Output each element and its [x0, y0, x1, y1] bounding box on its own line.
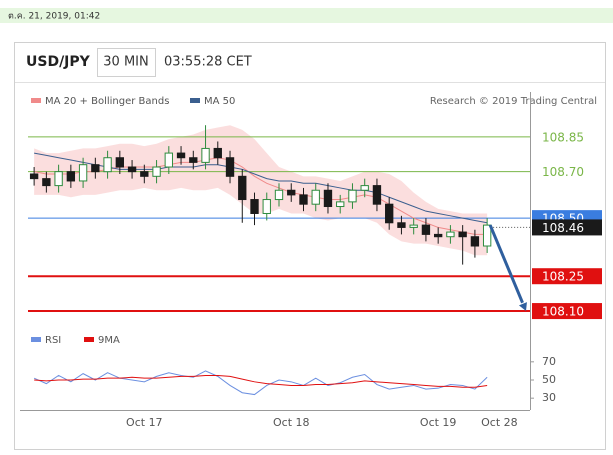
candle-body [299, 194, 308, 205]
candle-body [446, 231, 455, 238]
candle-body [29, 173, 39, 180]
rsi-tick-label: 50 [542, 373, 556, 386]
candle-body [360, 185, 369, 191]
level-label: 108.46 [542, 221, 584, 235]
panel [14, 42, 606, 450]
candle-body [164, 152, 173, 168]
candle-body [287, 189, 296, 196]
legend-swatch [31, 337, 41, 342]
candle-body [372, 185, 382, 205]
candle-body [140, 171, 149, 177]
legend-label: MA 20 + Bollinger Bands [45, 96, 169, 107]
candle-body [66, 171, 76, 182]
level-box [532, 303, 602, 320]
candle-body [152, 166, 161, 177]
symbol: USD/JPY [26, 54, 91, 70]
candle-body [323, 189, 333, 208]
level-label: 108.85 [542, 130, 584, 144]
candle-body [91, 164, 100, 173]
date: ต.ค. 21, 2019, 01:42 [8, 12, 100, 22]
legend-swatch [84, 337, 94, 342]
candle-body [348, 189, 357, 203]
level-label: 108.70 [542, 165, 584, 179]
level-label: 108.10 [542, 305, 584, 319]
x-tick-label: Oct 17 [126, 416, 163, 429]
credit: Research © 2019 Trading Central [430, 96, 597, 107]
interval-box [97, 48, 156, 77]
candle-body [397, 222, 406, 228]
candle-body [274, 189, 284, 201]
candle-body [336, 201, 345, 208]
candle-body [433, 233, 443, 238]
x-tick-label: Oct 18 [273, 416, 310, 429]
legend-label: 9MA [98, 335, 120, 346]
legend-label: RSI [45, 335, 61, 346]
candle-body [176, 152, 186, 159]
x-tick-label: Oct 28 [481, 416, 518, 429]
candle-body [458, 231, 467, 238]
candle-body [115, 157, 125, 168]
legend-swatch [31, 98, 41, 103]
interval: 30 MIN [103, 55, 148, 70]
candle-body [78, 164, 88, 182]
forecast-arrow [488, 224, 524, 304]
candle-body [127, 166, 137, 173]
candle-body [470, 236, 480, 247]
level-box [532, 268, 602, 285]
candle-body [385, 203, 394, 224]
time: 03:55:28 CET [164, 55, 252, 70]
level-box [532, 219, 602, 236]
candle-body [189, 157, 198, 163]
date-bar [0, 8, 613, 23]
candle-body [103, 157, 112, 173]
candle-body [238, 175, 247, 201]
candle-body [409, 224, 418, 228]
candle-body [311, 189, 320, 205]
candle-body [54, 171, 63, 187]
candle-body [225, 157, 235, 177]
candle-body [421, 224, 431, 235]
candle-body [42, 178, 51, 187]
rsi-line [33, 370, 488, 396]
candle-body [250, 199, 259, 214]
rsi-line [34, 374, 488, 388]
rsi-tick-label: 70 [542, 355, 556, 368]
level-label: 108.25 [542, 270, 584, 284]
candle-body [262, 199, 271, 214]
legend-label: MA 50 [204, 96, 235, 107]
candle-body [201, 147, 210, 163]
bollinger-band [34, 125, 488, 256]
rsi-tick-label: 30 [542, 391, 556, 404]
legend-swatch [190, 98, 200, 103]
candle-body [482, 224, 492, 247]
forecast-arrowhead [518, 302, 527, 312]
x-tick-label: Oct 19 [420, 416, 457, 429]
candle-body [213, 147, 222, 159]
